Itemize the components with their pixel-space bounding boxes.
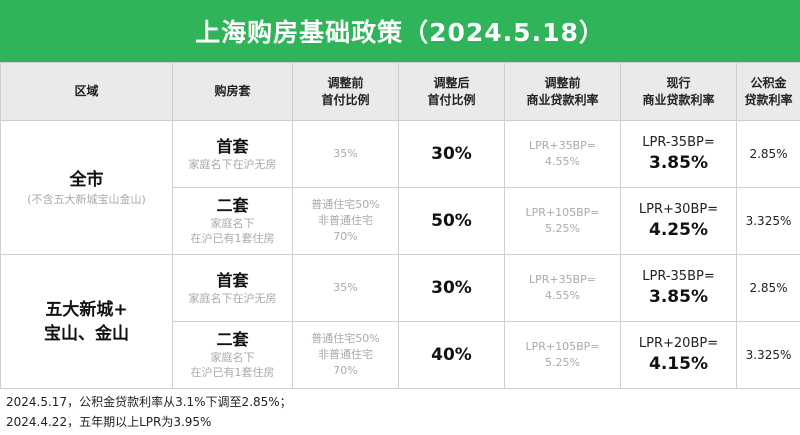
region-note: (不含五大新城宝山金山) <box>27 192 146 206</box>
after-down-payment-cell: 40% <box>398 321 505 389</box>
region-name: 宝山、金山 <box>44 323 129 344</box>
tier-cell: 二套 家庭名下 在沪已有1套住房 <box>172 321 293 389</box>
provident-fund-rate-cell: 2.85% <box>736 120 800 188</box>
page-title: 上海购房基础政策（2024.5.18） <box>0 0 800 62</box>
provident-fund-rate-cell: 2.85% <box>736 254 800 322</box>
after-down-payment-cell: 30% <box>398 120 505 188</box>
header-region: 区域 <box>0 62 173 121</box>
provident-fund-rate-cell: 3.325% <box>736 321 800 389</box>
region-cell: 五大新城+ 宝山、金山 <box>0 254 173 389</box>
provident-fund-rate-cell: 3.325% <box>736 187 800 255</box>
table-row: 二套 家庭名下 在沪已有1套住房 普通住宅50% 非普通住宅 70% 40% L… <box>1 321 800 389</box>
header-current-commercial-rate: 现行 商业贷款利率 <box>620 62 737 121</box>
table-row: 二套 家庭名下 在沪已有1套住房 普通住宅50% 非普通住宅 70% 50% L… <box>1 187 800 255</box>
after-down-payment-cell: 30% <box>398 254 505 322</box>
header-before-commercial-rate: 调整前 商业贷款利率 <box>504 62 621 121</box>
region-name: 五大新城+ <box>45 299 128 320</box>
tier-cell: 首套 家庭名下在沪无房 <box>172 120 293 188</box>
before-down-payment-cell: 35% <box>292 254 399 322</box>
after-down-payment-cell: 50% <box>398 187 505 255</box>
before-rate-cell: LPR+35BP= 4.55% <box>504 254 621 322</box>
table-row: 全市 (不含五大新城宝山金山) 首套 家庭名下在沪无房 35% 30% LPR+… <box>0 120 800 255</box>
current-rate-cell: LPR-35BP= 3.85% <box>620 254 737 322</box>
before-down-payment-cell: 35% <box>292 120 399 188</box>
policy-table: 区域 购房套 调整前 首付比例 调整后 首付比例 调整前 商业贷款利率 现行 商业贷款利… <box>0 62 800 389</box>
header-tier: 购房套 <box>172 62 293 121</box>
footnote: 2024.4.22，五年期以上LPR为3.95% <box>6 415 212 429</box>
footnote: 2024.5.17，公积金贷款利率从3.1%下调至2.85%； <box>6 395 292 409</box>
before-rate-cell: LPR+105BP= 5.25% <box>504 187 621 255</box>
region-name: 全市 <box>69 169 104 190</box>
tier-cell: 首套 家庭名下在沪无房 <box>172 254 293 322</box>
header-after-down-payment: 调整后 首付比例 <box>398 62 505 121</box>
current-rate-cell: LPR+30BP= 4.25% <box>620 187 737 255</box>
current-rate-cell: LPR+20BP= 4.15% <box>620 321 737 389</box>
table-row: 五大新城+ 宝山、金山 首套 家庭名下在沪无房 35% 30% LPR+35BP… <box>0 254 800 389</box>
header-row: 区域 购房套 调整前 首付比例 调整后 首付比例 调整前 商业贷款利率 现行 商业贷款利… <box>0 62 800 121</box>
header-before-down-payment: 调整前 首付比例 <box>292 62 399 121</box>
footnotes: 2024.5.17，公积金贷款利率从3.1%下调至2.85%； 2024.4.2… <box>6 392 796 432</box>
before-rate-cell: LPR+105BP= 5.25% <box>504 321 621 389</box>
region-cell: 全市 (不含五大新城宝山金山) <box>0 120 173 255</box>
before-down-payment-cell: 普通住宅50% 非普通住宅 70% <box>292 321 399 389</box>
header-provident-fund-rate: 公积金 贷款利率 <box>736 62 800 121</box>
tier-cell: 二套 家庭名下 在沪已有1套住房 <box>172 187 293 255</box>
before-down-payment-cell: 普通住宅50% 非普通住宅 70% <box>292 187 399 255</box>
before-rate-cell: LPR+35BP= 4.55% <box>504 120 621 188</box>
current-rate-cell: LPR-35BP= 3.85% <box>620 120 737 188</box>
